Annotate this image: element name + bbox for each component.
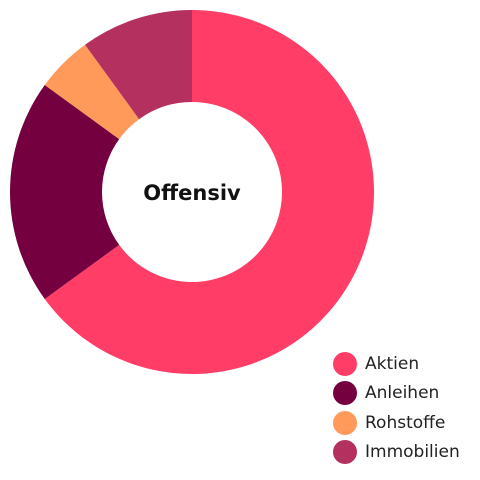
legend-label-anleihen: Anleihen xyxy=(365,383,440,404)
legend-swatch-rohstoffe xyxy=(333,410,357,435)
slice-anleihen[interactable] xyxy=(9,85,120,299)
slice-aktien[interactable] xyxy=(44,10,374,374)
donut-slices xyxy=(9,10,374,374)
legend-item-aktien[interactable]: Aktien xyxy=(333,349,478,379)
legend-item-anleihen[interactable]: Anleihen xyxy=(333,379,478,409)
legend-swatch-anleihen xyxy=(333,381,357,406)
slice-rohstoffe[interactable] xyxy=(44,44,140,140)
legend-label-rohstoffe: Rohstoffe xyxy=(365,412,446,433)
legend: Aktien Anleihen Rohstoffe Immobilien xyxy=(333,349,478,467)
legend-item-immobilien[interactable]: Immobilien xyxy=(333,438,478,468)
slice-immobilien[interactable] xyxy=(85,10,192,120)
legend-item-rohstoffe[interactable]: Rohstoffe xyxy=(333,408,478,438)
legend-swatch-immobilien xyxy=(333,440,357,465)
center-label: Offensiv xyxy=(143,181,241,205)
legend-label-aktien: Aktien xyxy=(365,353,420,374)
legend-label-immobilien: Immobilien xyxy=(365,442,460,463)
legend-swatch-aktien xyxy=(333,351,357,376)
